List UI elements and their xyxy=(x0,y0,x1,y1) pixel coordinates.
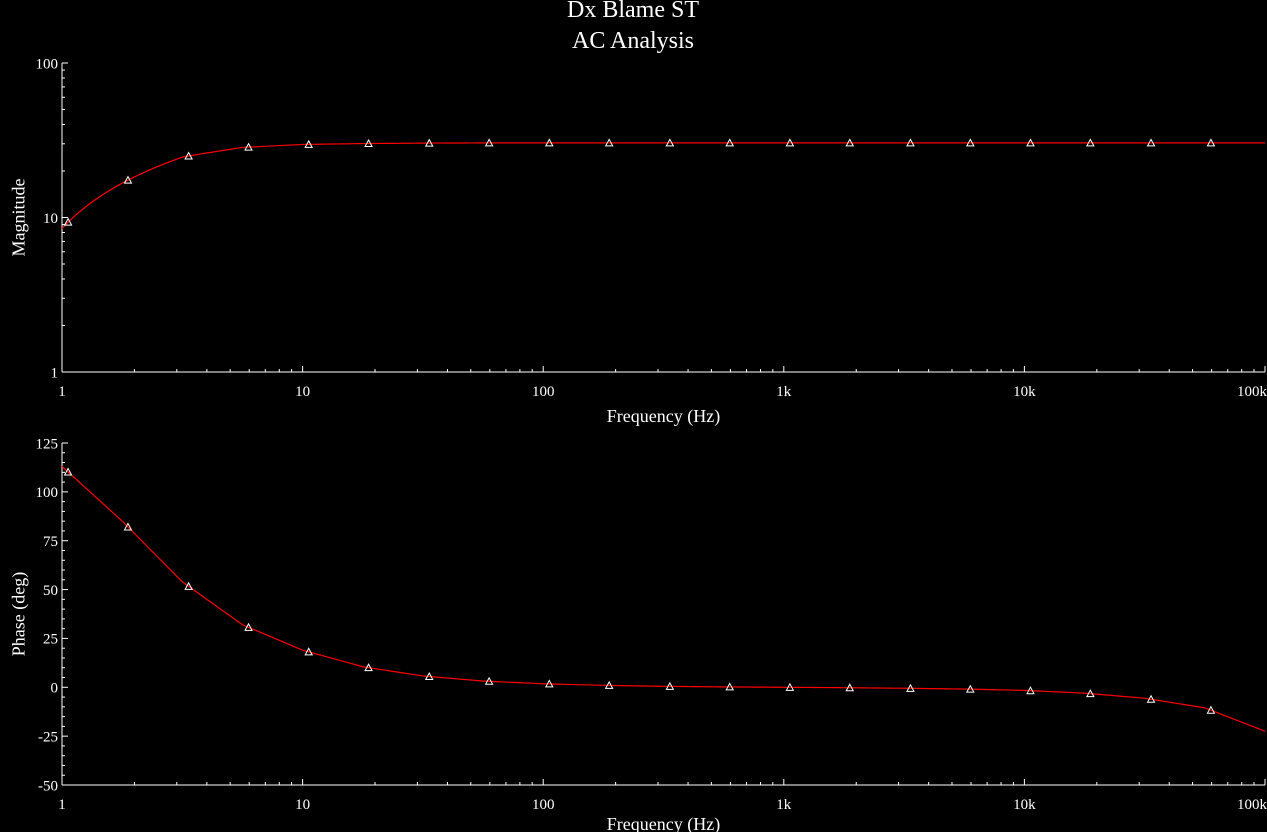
phase-data-marker xyxy=(1086,689,1095,698)
magnitude-y-tick-label: 100 xyxy=(36,56,59,72)
magnitude-data-marker xyxy=(544,138,554,147)
phase-x-tick-label: 1 xyxy=(58,797,66,813)
magnitude-x-tick-label: 1 xyxy=(58,384,66,400)
phase-data-marker xyxy=(63,467,73,476)
phase-y-tick-label: 0 xyxy=(51,681,59,697)
phase-data-marker xyxy=(604,680,614,689)
magnitude-data-marker xyxy=(304,139,314,148)
phase-y-tick-label: 25 xyxy=(43,632,58,648)
phase-data-marker xyxy=(665,681,675,690)
magnitude-x-axis-title: Frequency (Hz) xyxy=(607,406,720,427)
magnitude-x-tick-label: 10 xyxy=(295,384,310,400)
magnitude-series xyxy=(61,138,1265,229)
phase-series xyxy=(61,466,1266,732)
phase-y-axis-title: Phase (deg) xyxy=(8,572,29,656)
magnitude-data-marker xyxy=(965,138,975,147)
phase-x-tick-label: 1k xyxy=(776,797,792,813)
magnitude-ticks: 1 10 100 1k 10k 100k 1 10 100 xyxy=(36,56,1267,400)
phase-data-marker xyxy=(484,676,494,685)
magnitude-data-marker xyxy=(364,138,373,148)
phase-data-marker xyxy=(845,683,855,692)
phase-data-marker xyxy=(725,682,735,691)
phase-data-marker xyxy=(123,522,133,531)
magnitude-data-marker xyxy=(906,138,915,147)
phase-data-marker xyxy=(785,682,795,691)
magnitude-data-marker xyxy=(725,138,735,147)
phase-data-marker xyxy=(184,581,193,590)
magnitude-panel: Magnitude Frequency (Hz) 1 10 100 1k 10k 100k… xyxy=(8,56,1267,427)
phase-data-marker xyxy=(304,647,314,656)
magnitude-trace xyxy=(61,142,1265,229)
phase-y-tick-label: 100 xyxy=(36,485,59,501)
phase-y-tick-label: -25 xyxy=(38,729,58,745)
magnitude-data-marker xyxy=(184,151,193,160)
phase-ticks: 1 10 100 1k 10k 100k 125 100 75 50 25 0 -25 -50 xyxy=(36,436,1267,813)
phase-trace xyxy=(61,466,1266,732)
magnitude-data-marker xyxy=(484,138,494,147)
phase-x-axis-title: Frequency (Hz) xyxy=(607,814,720,832)
phase-x-tick-label: 10 xyxy=(295,797,310,813)
magnitude-data-marker xyxy=(1146,138,1156,147)
chart-title-line-2: AC Analysis xyxy=(572,28,694,54)
magnitude-x-tick-label: 100k xyxy=(1237,384,1267,400)
phase-data-marker xyxy=(1206,705,1216,714)
magnitude-data-marker xyxy=(1026,138,1035,147)
magnitude-y-tick-label: 10 xyxy=(43,211,58,227)
phase-data-marker xyxy=(244,622,253,631)
phase-x-tick-label: 10k xyxy=(1013,797,1036,813)
phase-y-tick-label: 125 xyxy=(36,436,59,452)
magnitude-data-marker xyxy=(1206,138,1216,147)
magnitude-data-marker xyxy=(785,138,795,147)
magnitude-data-marker xyxy=(1086,138,1095,147)
phase-data-marker xyxy=(965,684,975,693)
chart-title-line-1: Dx Blame ST xyxy=(567,0,699,23)
magnitude-data-marker xyxy=(665,138,675,147)
phase-data-marker xyxy=(1026,686,1035,695)
phase-data-marker xyxy=(364,663,373,672)
magnitude-x-tick-label: 1k xyxy=(776,384,792,400)
magnitude-data-marker xyxy=(424,138,434,147)
phase-panel: Phase (deg) Frequency (Hz) 1 10 100 1k 10k 10… xyxy=(8,436,1267,832)
phase-data-marker xyxy=(544,679,554,688)
phase-y-tick-label: 50 xyxy=(43,583,58,599)
magnitude-y-tick-label: 1 xyxy=(51,365,59,381)
phase-y-tick-label: -50 xyxy=(38,778,58,794)
phase-x-tick-label: 100k xyxy=(1237,797,1267,813)
magnitude-y-axis-title: Magnitude xyxy=(8,179,28,257)
magnitude-data-marker xyxy=(123,175,133,184)
magnitude-data-marker xyxy=(244,142,253,151)
magnitude-data-marker xyxy=(845,138,855,147)
magnitude-data-marker xyxy=(63,217,73,226)
phase-x-tick-label: 100 xyxy=(532,797,555,813)
magnitude-data-marker xyxy=(604,138,614,147)
phase-y-tick-label: 75 xyxy=(43,534,58,550)
phase-data-marker xyxy=(906,683,915,692)
magnitude-x-tick-label: 10k xyxy=(1013,384,1036,400)
phase-data-marker xyxy=(1146,694,1156,703)
magnitude-x-tick-label: 100 xyxy=(532,384,555,400)
phase-data-marker xyxy=(424,671,434,680)
